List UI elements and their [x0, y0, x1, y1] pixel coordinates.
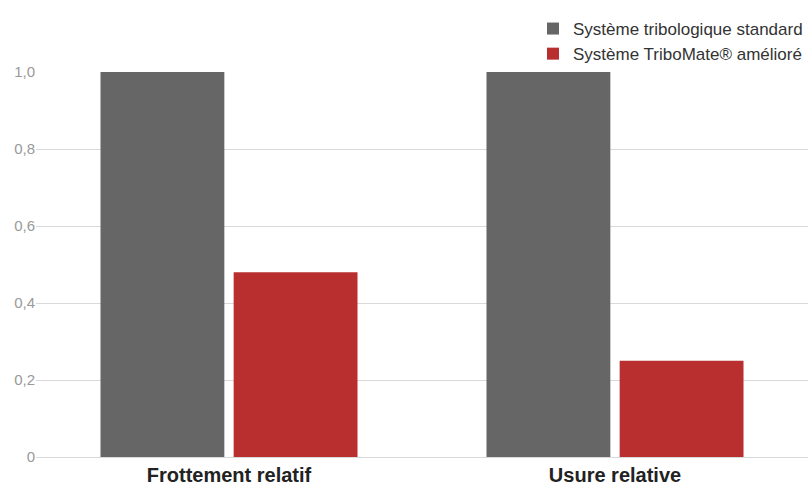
svg-text:0,2: 0,2	[14, 371, 35, 388]
svg-text:0: 0	[27, 448, 35, 465]
svg-text:Frottement relatif: Frottement relatif	[147, 464, 312, 486]
svg-text:0,6: 0,6	[14, 217, 35, 234]
svg-text:Système TriboMate® amélioré: Système TriboMate® amélioré	[573, 45, 802, 64]
svg-text:0,8: 0,8	[14, 140, 35, 157]
svg-text:Usure relative: Usure relative	[549, 464, 681, 486]
svg-text:Système tribologique standard: Système tribologique standard	[573, 20, 803, 39]
svg-text:0,4: 0,4	[14, 294, 35, 311]
svg-text:1,0: 1,0	[14, 63, 35, 80]
